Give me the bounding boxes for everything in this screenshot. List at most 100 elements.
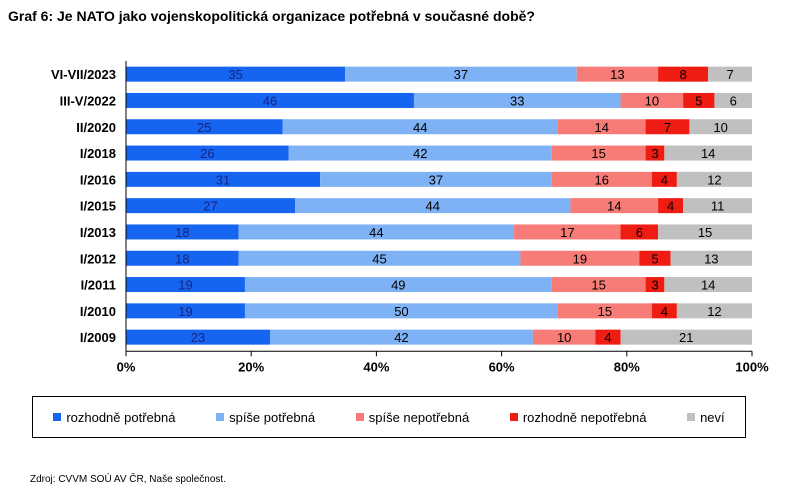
data-label: 46 (263, 93, 277, 108)
bar-segment (683, 198, 752, 214)
data-label: 13 (704, 251, 718, 266)
bar-segment (576, 66, 659, 82)
data-label: 16 (595, 172, 609, 187)
bar-segment (126, 66, 346, 82)
data-label: 14 (701, 278, 715, 293)
data-label: 19 (178, 278, 192, 293)
data-label: 5 (651, 251, 658, 266)
data-label: 10 (645, 93, 659, 108)
legend-label: spíše nepotřebná (368, 409, 470, 425)
bar-segment (651, 303, 677, 319)
bar-segment (645, 277, 665, 293)
data-label: 31 (216, 172, 230, 187)
bar-segment (557, 119, 646, 135)
bar-segment (282, 119, 558, 135)
legend-swatch (687, 413, 696, 421)
legend-item: spíše nepotřebná (355, 409, 470, 425)
x-tick-label: 0% (117, 359, 136, 374)
legend-label: neví (700, 409, 725, 425)
bar-segment (244, 303, 558, 319)
data-label: 4 (604, 330, 611, 345)
data-label: 15 (591, 278, 605, 293)
bar-segment (345, 66, 577, 82)
bar-segment (238, 224, 515, 240)
data-label: 11 (711, 199, 725, 214)
data-label: 5 (695, 93, 702, 108)
bar-segment (126, 198, 296, 214)
legend-swatch (53, 413, 62, 421)
bar-segment (126, 277, 245, 293)
data-label: 37 (429, 172, 443, 187)
legend-swatch (509, 413, 518, 421)
legend-swatch (355, 413, 364, 421)
data-label: 19 (178, 304, 192, 319)
legend-swatch (216, 413, 225, 421)
bar-segment (670, 250, 752, 266)
category-label: VI-VII/2023 (51, 67, 116, 82)
bar-segment (620, 92, 684, 108)
data-label: 42 (394, 330, 408, 345)
legend-item: rozhodně nepotřebná (509, 410, 646, 425)
legend-item: spíše potřebná (216, 410, 315, 425)
data-label: 6 (730, 93, 737, 108)
bar-segment (557, 303, 652, 319)
x-tick-label: 40% (363, 359, 389, 374)
bar-segment (683, 92, 715, 108)
bar-segment (664, 277, 752, 293)
data-label: 44 (369, 225, 383, 240)
bar-segment (551, 277, 646, 293)
data-label: 10 (557, 330, 571, 345)
bar-segment (645, 119, 690, 135)
bar-segment (651, 171, 677, 187)
bar-segment (708, 66, 752, 82)
chart-title: Graf 6: Je NATO jako vojenskopolitická o… (8, 8, 535, 24)
data-label: 42 (413, 146, 427, 161)
bar-segment (714, 92, 752, 108)
bar-segment (689, 119, 752, 135)
category-label: I/2013 (80, 225, 116, 240)
bar-segment (676, 171, 752, 187)
bar-segment (658, 198, 684, 214)
data-label: 18 (175, 225, 189, 240)
bar-segment (676, 303, 752, 319)
x-tick-label: 80% (614, 359, 640, 374)
data-label: 6 (636, 225, 643, 240)
data-label: 23 (191, 330, 205, 345)
category-label: I/2018 (80, 146, 116, 161)
data-label: 19 (573, 251, 587, 266)
data-label: 4 (661, 172, 668, 187)
category-label: I/2016 (80, 172, 116, 187)
category-label: I/2009 (80, 330, 116, 345)
bar-segment (126, 145, 289, 161)
data-label: 44 (413, 120, 427, 135)
legend-item: neví (687, 410, 725, 425)
bar-segment (658, 66, 709, 82)
bar-segment (551, 171, 652, 187)
data-label: 15 (591, 146, 605, 161)
data-label: 12 (707, 172, 721, 187)
bar-segment (126, 329, 270, 345)
bar-segment (664, 145, 752, 161)
data-label: 4 (667, 199, 674, 214)
legend-label: spíše potřebná (229, 409, 316, 425)
data-label: 14 (595, 120, 609, 135)
bar-segment (126, 171, 321, 187)
chart-legend: rozhodně potřebná spíše potřebná spíše nep… (32, 396, 746, 438)
category-label: I/2011 (81, 278, 116, 293)
data-label: 15 (698, 225, 712, 240)
source-note: Zdroj: CVVM SOÚ AV ČR, Naše společnost. (30, 474, 226, 485)
legend-item: rozhodně potřebná (53, 410, 175, 425)
bar-segment (639, 250, 671, 266)
bar-segment (620, 224, 659, 240)
data-label: 3 (651, 146, 658, 161)
data-label: 8 (680, 67, 687, 82)
bar-segment (658, 224, 752, 240)
legend-label: rozhodně potřebná (66, 409, 176, 425)
bar-segment (520, 250, 640, 266)
data-label: 45 (372, 251, 386, 266)
bar-segment (126, 303, 245, 319)
data-label: 18 (175, 251, 189, 266)
bar-segment (645, 145, 665, 161)
data-label: 26 (200, 146, 214, 161)
